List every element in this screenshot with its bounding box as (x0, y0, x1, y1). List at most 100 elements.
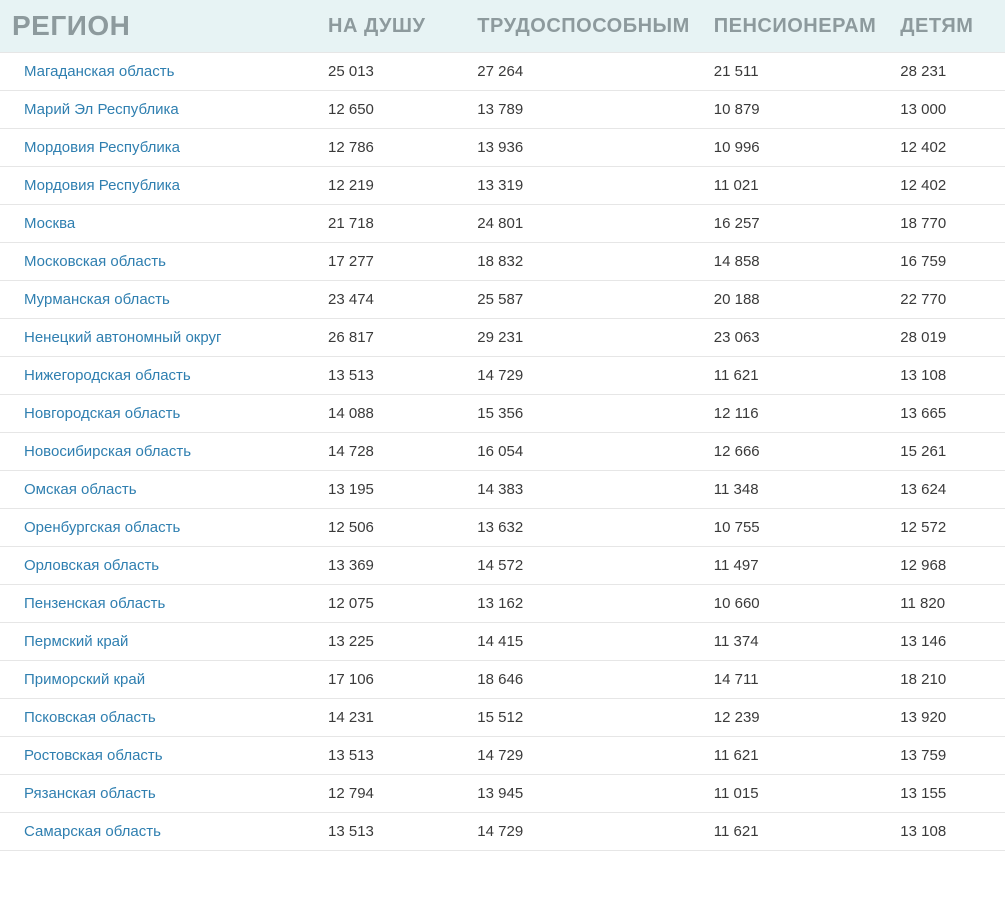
cell-region[interactable]: Самарская область (0, 813, 316, 851)
cell-children: 22 770 (888, 281, 1005, 319)
cell-workable: 16 054 (465, 433, 701, 471)
cell-region[interactable]: Магаданская область (0, 53, 316, 91)
cell-region[interactable]: Пензенская область (0, 585, 316, 623)
header-children: Детям (888, 0, 1005, 53)
cell-per-capita: 12 219 (316, 167, 465, 205)
cell-workable: 13 945 (465, 775, 701, 813)
cell-per-capita: 13 225 (316, 623, 465, 661)
cell-pensioners: 20 188 (702, 281, 889, 319)
cell-pensioners: 12 116 (702, 395, 889, 433)
regions-table: Регион На душу Трудоспособным Пенсионера… (0, 0, 1005, 851)
table-row: Нижегородская область13 51314 72911 6211… (0, 357, 1005, 395)
cell-workable: 27 264 (465, 53, 701, 91)
cell-workable: 18 832 (465, 243, 701, 281)
cell-per-capita: 14 728 (316, 433, 465, 471)
table-header-row: Регион На душу Трудоспособным Пенсионера… (0, 0, 1005, 53)
cell-per-capita: 13 513 (316, 357, 465, 395)
cell-region[interactable]: Марий Эл Республика (0, 91, 316, 129)
table-row: Самарская область13 51314 72911 62113 10… (0, 813, 1005, 851)
cell-region[interactable]: Псковская область (0, 699, 316, 737)
cell-pensioners: 12 239 (702, 699, 889, 737)
table-row: Мурманская область23 47425 58720 18822 7… (0, 281, 1005, 319)
cell-region[interactable]: Ненецкий автономный округ (0, 319, 316, 357)
cell-workable: 18 646 (465, 661, 701, 699)
cell-pensioners: 11 621 (702, 737, 889, 775)
table-row: Мордовия Республика12 78613 93610 99612 … (0, 129, 1005, 167)
cell-children: 13 108 (888, 813, 1005, 851)
cell-per-capita: 23 474 (316, 281, 465, 319)
cell-region[interactable]: Москва (0, 205, 316, 243)
cell-children: 13 624 (888, 471, 1005, 509)
cell-children: 11 820 (888, 585, 1005, 623)
cell-children: 13 759 (888, 737, 1005, 775)
cell-workable: 13 936 (465, 129, 701, 167)
cell-region[interactable]: Приморский край (0, 661, 316, 699)
cell-region[interactable]: Мордовия Республика (0, 167, 316, 205)
table-row: Московская область17 27718 83214 85816 7… (0, 243, 1005, 281)
cell-pensioners: 11 374 (702, 623, 889, 661)
cell-region[interactable]: Ростовская область (0, 737, 316, 775)
cell-pensioners: 11 021 (702, 167, 889, 205)
cell-per-capita: 12 650 (316, 91, 465, 129)
cell-region[interactable]: Мурманская область (0, 281, 316, 319)
cell-pensioners: 11 621 (702, 813, 889, 851)
cell-children: 12 572 (888, 509, 1005, 547)
cell-region[interactable]: Орловская область (0, 547, 316, 585)
table-row: Ростовская область13 51314 72911 62113 7… (0, 737, 1005, 775)
cell-workable: 13 789 (465, 91, 701, 129)
cell-children: 28 019 (888, 319, 1005, 357)
cell-per-capita: 13 369 (316, 547, 465, 585)
cell-region[interactable]: Пермский край (0, 623, 316, 661)
table-row: Новгородская область14 08815 35612 11613… (0, 395, 1005, 433)
cell-workable: 13 632 (465, 509, 701, 547)
cell-workable: 14 729 (465, 737, 701, 775)
cell-children: 18 770 (888, 205, 1005, 243)
cell-region[interactable]: Нижегородская область (0, 357, 316, 395)
table-row: Оренбургская область12 50613 63210 75512… (0, 509, 1005, 547)
table-row: Мордовия Республика12 21913 31911 02112 … (0, 167, 1005, 205)
table-row: Марий Эл Республика12 65013 78910 87913 … (0, 91, 1005, 129)
cell-pensioners: 11 348 (702, 471, 889, 509)
cell-per-capita: 13 513 (316, 737, 465, 775)
cell-region[interactable]: Московская область (0, 243, 316, 281)
cell-children: 12 968 (888, 547, 1005, 585)
cell-children: 13 155 (888, 775, 1005, 813)
cell-region[interactable]: Омская область (0, 471, 316, 509)
cell-pensioners: 11 015 (702, 775, 889, 813)
table-row: Пермский край13 22514 41511 37413 146 (0, 623, 1005, 661)
cell-pensioners: 11 621 (702, 357, 889, 395)
cell-region[interactable]: Мордовия Республика (0, 129, 316, 167)
header-workable: Трудоспособным (465, 0, 701, 53)
cell-workable: 24 801 (465, 205, 701, 243)
cell-per-capita: 14 231 (316, 699, 465, 737)
cell-per-capita: 14 088 (316, 395, 465, 433)
cell-per-capita: 26 817 (316, 319, 465, 357)
cell-pensioners: 23 063 (702, 319, 889, 357)
cell-pensioners: 10 879 (702, 91, 889, 129)
table-row: Магаданская область25 01327 26421 51128 … (0, 53, 1005, 91)
table-row: Приморский край17 10618 64614 71118 210 (0, 661, 1005, 699)
cell-pensioners: 16 257 (702, 205, 889, 243)
cell-region[interactable]: Новгородская область (0, 395, 316, 433)
cell-children: 18 210 (888, 661, 1005, 699)
cell-per-capita: 12 786 (316, 129, 465, 167)
table-row: Новосибирская область14 72816 05412 6661… (0, 433, 1005, 471)
table-row: Орловская область13 36914 57211 49712 96… (0, 547, 1005, 585)
cell-region[interactable]: Оренбургская область (0, 509, 316, 547)
cell-workable: 15 356 (465, 395, 701, 433)
cell-per-capita: 25 013 (316, 53, 465, 91)
cell-pensioners: 10 660 (702, 585, 889, 623)
table-row: Пензенская область12 07513 16210 66011 8… (0, 585, 1005, 623)
cell-children: 16 759 (888, 243, 1005, 281)
cell-region[interactable]: Рязанская область (0, 775, 316, 813)
cell-per-capita: 12 506 (316, 509, 465, 547)
cell-workable: 14 572 (465, 547, 701, 585)
header-per-capita: На душу (316, 0, 465, 53)
cell-region[interactable]: Новосибирская область (0, 433, 316, 471)
cell-workable: 13 162 (465, 585, 701, 623)
cell-per-capita: 13 195 (316, 471, 465, 509)
cell-per-capita: 12 794 (316, 775, 465, 813)
cell-workable: 14 415 (465, 623, 701, 661)
cell-per-capita: 12 075 (316, 585, 465, 623)
cell-children: 13 108 (888, 357, 1005, 395)
